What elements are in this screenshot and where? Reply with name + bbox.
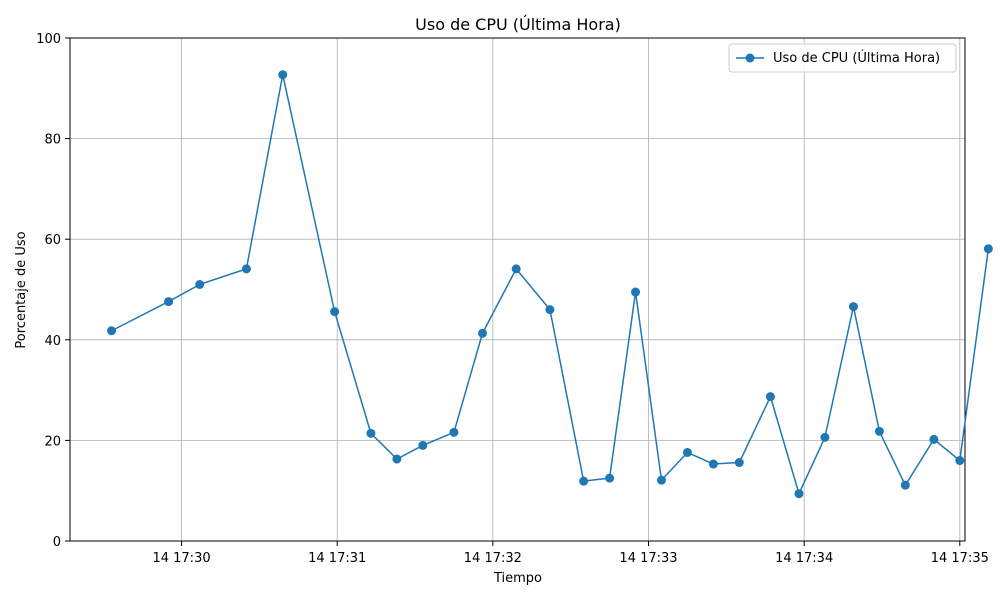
data-point <box>848 302 858 312</box>
data-point <box>708 459 718 469</box>
data-point <box>955 456 965 466</box>
legend: Uso de CPU (Última Hora) <box>728 43 957 73</box>
plot-frame <box>69 37 966 542</box>
axes: 14 17:30 14 17:31 14 17:32 14 17:33 14 17:34… <box>36 32 989 566</box>
y-tick-label: 0 <box>53 535 61 550</box>
data-point <box>241 264 251 274</box>
data-point <box>107 326 117 336</box>
data-point <box>545 305 555 315</box>
data-point <box>631 287 641 297</box>
x-tick-label: 14 17:33 <box>619 551 677 566</box>
data-point <box>477 328 487 338</box>
data-point <box>874 426 884 436</box>
data-point <box>330 307 340 317</box>
data-point <box>164 297 174 307</box>
data-point <box>449 427 459 437</box>
data-point <box>418 440 428 450</box>
series-layer <box>107 70 993 499</box>
data-point <box>820 432 830 442</box>
data-point <box>900 480 910 490</box>
chart-title: Uso de CPU (Última Hora) <box>415 15 621 34</box>
data-point <box>392 454 402 464</box>
data-point <box>366 428 376 438</box>
x-axis-title: Tiempo <box>493 571 542 586</box>
data-point <box>765 392 775 402</box>
y-tick-label: 80 <box>44 133 61 148</box>
data-point <box>794 489 804 499</box>
y-tick-label: 40 <box>44 334 61 349</box>
data-point <box>278 70 288 80</box>
x-tick-label: 14 17:35 <box>931 551 989 566</box>
data-point <box>983 244 993 254</box>
data-point <box>682 447 692 457</box>
legend-label: Uso de CPU (Última Hora) <box>773 50 940 66</box>
grid-lines <box>70 37 965 542</box>
data-point <box>511 264 521 274</box>
x-tick-label: 14 17:34 <box>775 551 833 566</box>
legend-box <box>728 43 957 73</box>
series-line <box>111 73 990 495</box>
x-tick-label: 14 17:32 <box>464 551 522 566</box>
data-point <box>605 473 615 483</box>
data-point <box>656 475 666 485</box>
data-point <box>579 476 589 486</box>
x-tick-label: 14 17:31 <box>308 551 366 566</box>
data-point <box>929 434 939 444</box>
x-tick-label: 14 17:30 <box>152 551 210 566</box>
data-point <box>734 458 744 468</box>
y-tick-label: 100 <box>36 32 61 47</box>
data-point <box>195 279 205 289</box>
y-tick-label: 60 <box>44 233 61 248</box>
y-axis-title: Porcentaje de Uso <box>14 231 29 348</box>
legend-marker-swatch <box>745 53 755 63</box>
y-tick-label: 20 <box>44 434 61 449</box>
